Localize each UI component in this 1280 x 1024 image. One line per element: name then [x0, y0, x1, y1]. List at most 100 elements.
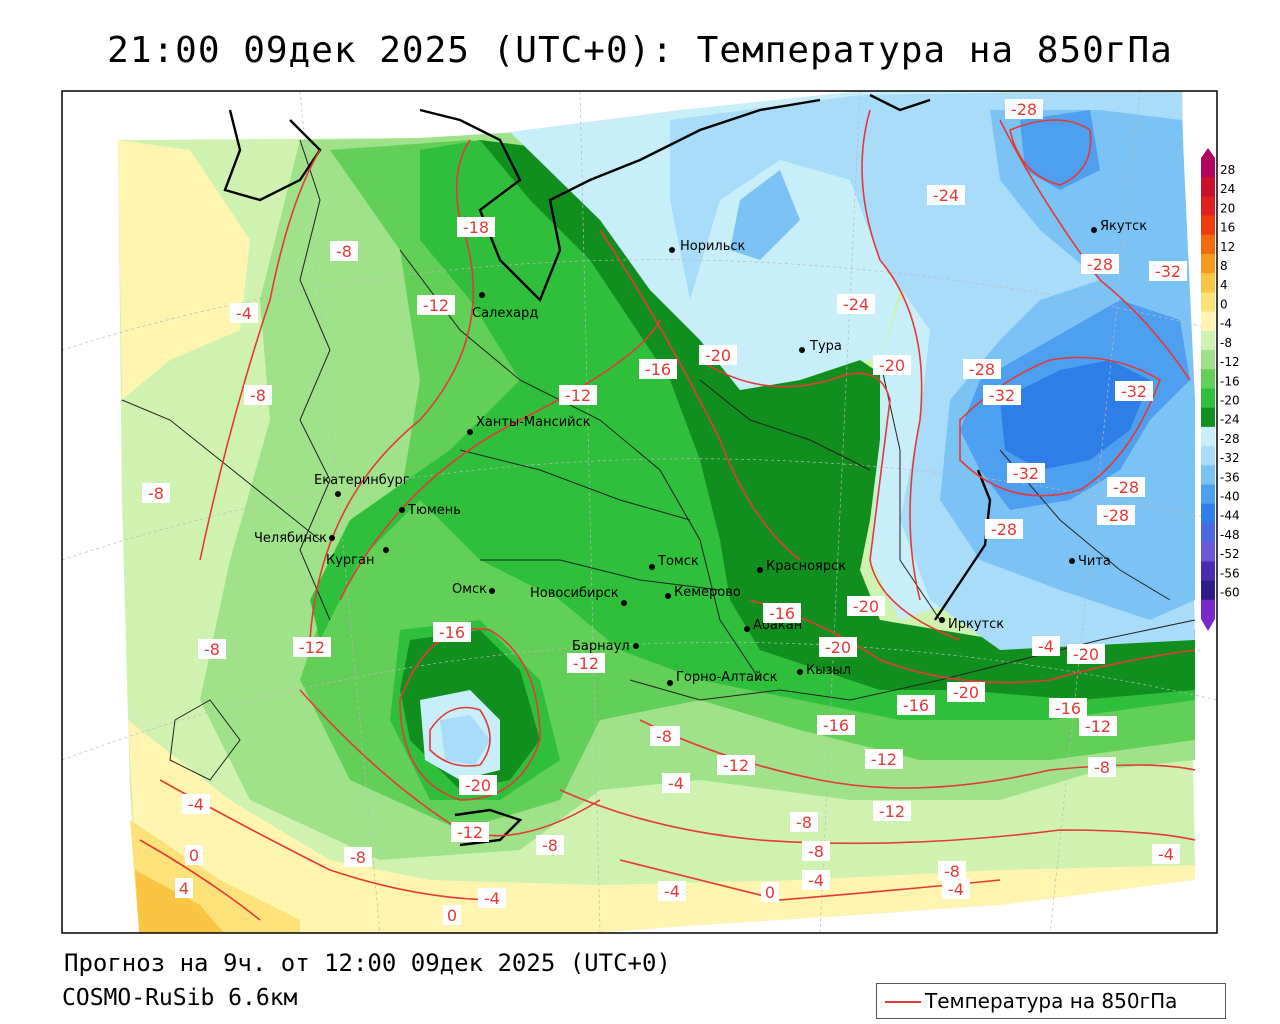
- contour-label: 4: [179, 879, 189, 898]
- field-cold-28b: [730, 170, 800, 260]
- temperature-fields: [118, 91, 1195, 933]
- map-frame: [61, 90, 1218, 934]
- contour-label-bg: [1067, 644, 1105, 664]
- contour-label-bg: [433, 622, 471, 642]
- city-label: Красноярск: [766, 559, 846, 574]
- contour-label-bg: [790, 812, 818, 832]
- colorbar-segment: [1201, 311, 1215, 332]
- city-dot: [1069, 558, 1075, 564]
- contour-label: -28: [1011, 100, 1037, 119]
- city-label: Салехард: [472, 306, 538, 321]
- colorbar-tick-label: -4: [1220, 317, 1232, 331]
- city-label: Тура: [809, 339, 842, 354]
- city-dot: [399, 507, 405, 513]
- colorbar-segment: [1201, 542, 1215, 562]
- colorbar-tick-label: -28: [1220, 432, 1240, 446]
- contour-label: -20: [879, 356, 905, 375]
- contour-label: -4: [664, 882, 680, 901]
- contour-label: -28: [991, 520, 1017, 539]
- contour-label: -28: [1087, 255, 1113, 274]
- contour-label: -20: [853, 597, 879, 616]
- contour-label-bg: [451, 822, 489, 842]
- contour-label: -4: [484, 889, 500, 908]
- colorbar-tick-label: 20: [1220, 201, 1235, 215]
- contour-label-bg: [947, 682, 985, 702]
- contour-label-bg: [1097, 505, 1135, 525]
- contour-label-bg: [873, 801, 911, 821]
- contour-label: -8: [250, 386, 266, 405]
- city-dot: [479, 292, 485, 298]
- contour-label-bg: [344, 847, 372, 867]
- colorbar-tick-label: 28: [1220, 163, 1235, 177]
- city-dot: [649, 564, 655, 570]
- contour-label: -4: [808, 871, 824, 890]
- contour-label-bg: [1007, 463, 1045, 483]
- contour-label-bg: [897, 695, 935, 715]
- city-label: Чита: [1078, 554, 1111, 569]
- contour-label-bg: [459, 775, 497, 795]
- contour-label: -12: [423, 296, 449, 315]
- contour-label: -12: [565, 386, 591, 405]
- contour-label-bg: [837, 294, 875, 314]
- contour-label-bg: [802, 841, 830, 861]
- contour-label: -4: [188, 795, 204, 814]
- contour-label: -12: [1085, 717, 1111, 736]
- colorbar-top-arrow: [1201, 148, 1215, 158]
- contour-label-bg: [567, 653, 605, 673]
- contour-label-bg: [1005, 99, 1043, 119]
- city-dot: [667, 680, 673, 686]
- colorbar-tick-label: -52: [1220, 547, 1240, 561]
- contour-label: -18: [463, 218, 489, 237]
- contour-label: 0: [765, 883, 775, 902]
- legend-swatch: [885, 1001, 921, 1003]
- colorbar-segment: [1201, 196, 1215, 217]
- contour-label-bg: [175, 878, 193, 898]
- contour-label-bg: [983, 385, 1021, 405]
- city-dot: [665, 593, 671, 599]
- contour-label-bg: [662, 773, 690, 793]
- model-name: COSMO-RuSib 6.6км: [62, 985, 298, 1011]
- colorbar-segment: [1201, 503, 1215, 524]
- contour-label: -24: [843, 295, 869, 314]
- contour-label-bg: [198, 639, 226, 659]
- contour-label: -4: [1038, 637, 1054, 656]
- colorbar-tick-label: 8: [1220, 259, 1228, 273]
- contour-label: -32: [1121, 382, 1147, 401]
- contour-label: -4: [236, 304, 252, 323]
- contour-label: -20: [1073, 645, 1099, 664]
- contour-label-bg: [244, 385, 272, 405]
- colorbar: 28 24 20 16 12 8 4 0 -4 -8 -12 -16 -20 -24 -28 -32 -36 -4…: [1201, 148, 1240, 631]
- contour-label: -12: [573, 654, 599, 673]
- city-label: Челябинск: [254, 531, 327, 546]
- contour-label-bg: [1049, 698, 1087, 718]
- city-dot: [669, 247, 675, 253]
- city-label: Барнаул: [572, 639, 630, 654]
- colorbar-segment: [1201, 580, 1215, 601]
- contour-label: -4: [1158, 845, 1174, 864]
- city-dot: [633, 643, 639, 649]
- city-dot: [329, 535, 335, 541]
- contour-label: -8: [542, 836, 558, 855]
- contour-label-bg: [1107, 477, 1145, 497]
- colorbar-segment: [1201, 599, 1215, 620]
- colorbar-tick-label: -56: [1220, 566, 1240, 580]
- contour-label-bg: [142, 483, 170, 503]
- coastlines: [223, 93, 992, 847]
- forecast-info: Прогноз на 9ч. от 12:00 09дек 2025 (UTC+…: [64, 949, 671, 977]
- colorbar-bottom-arrow: [1201, 618, 1215, 631]
- contour-label-bg: [873, 355, 911, 375]
- colorbar-segment: [1201, 465, 1215, 486]
- contour-label-bg: [761, 882, 779, 902]
- contour-label: -8: [796, 813, 812, 832]
- contour-label-bg: [865, 749, 903, 769]
- colorbar-segment: [1201, 234, 1215, 255]
- contour-label: -28: [969, 360, 995, 379]
- contour-label: -8: [1094, 758, 1110, 777]
- city-label: Кызыл: [806, 663, 851, 678]
- city-label: Кемерово: [674, 585, 741, 600]
- colorbar-segment: [1201, 522, 1215, 543]
- colorbar-segment: [1201, 177, 1215, 197]
- contour-label: 0: [447, 906, 457, 925]
- colorbar-segment: [1201, 292, 1215, 313]
